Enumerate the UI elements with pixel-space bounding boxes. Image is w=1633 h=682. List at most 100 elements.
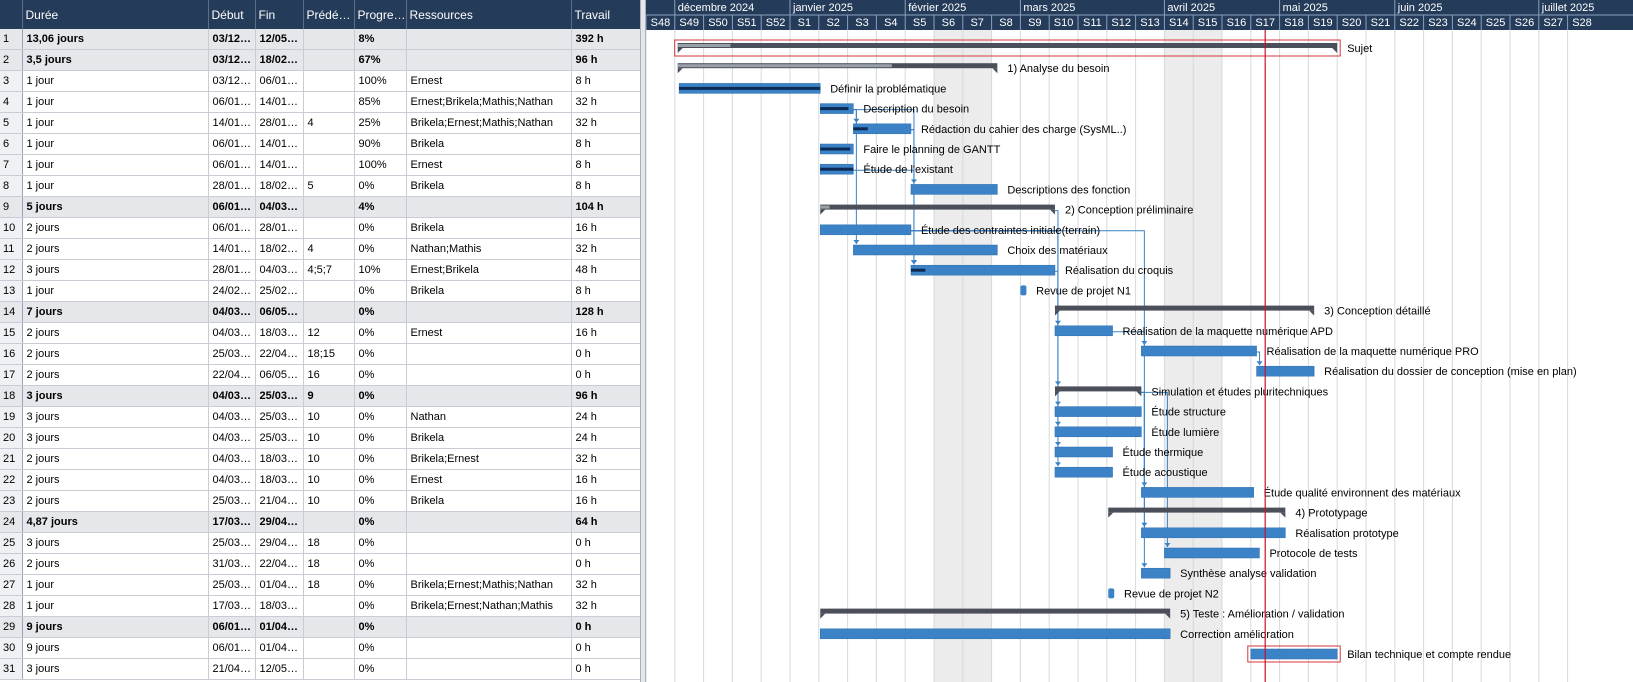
cell-start[interactable]: 06/01… xyxy=(208,154,256,176)
row-number[interactable]: 26 xyxy=(0,553,23,575)
cell-start[interactable]: 03/12… xyxy=(208,70,256,92)
cell-end[interactable]: 12/05… xyxy=(255,658,304,680)
cell-progress[interactable]: 0% xyxy=(354,238,407,260)
cell-end[interactable]: 06/01… xyxy=(255,70,304,92)
cell-work[interactable]: 32 h xyxy=(571,574,640,596)
cell-duration[interactable]: 1 jour xyxy=(22,175,209,197)
cell-progress[interactable]: 0% xyxy=(354,637,407,659)
cell-resources[interactable] xyxy=(406,196,572,218)
cell-work[interactable]: 0 h xyxy=(571,553,640,575)
table-row[interactable]: 28 1 jour 17/03… 18/03… 0% Brikela;Ernest;Nat… xyxy=(0,595,640,617)
row-number[interactable]: 2 xyxy=(0,49,23,71)
cell-start[interactable]: 03/12… xyxy=(208,29,256,50)
cell-predecessors[interactable] xyxy=(303,29,355,50)
cell-duration[interactable]: 3 jours xyxy=(22,427,209,449)
cell-start[interactable]: 25/03… xyxy=(208,490,256,512)
cell-duration[interactable]: 3 jours xyxy=(22,658,209,680)
cell-predecessors[interactable]: 5 xyxy=(303,175,355,197)
row-number[interactable]: 21 xyxy=(0,448,23,470)
table-row[interactable]: 25 3 jours 25/03… 29/04… 18 0% 0 h xyxy=(0,532,640,554)
row-number[interactable]: 14 xyxy=(0,301,23,323)
cell-predecessors[interactable] xyxy=(303,91,355,113)
cell-progress[interactable]: 67% xyxy=(354,49,407,71)
cell-work[interactable]: 16 h xyxy=(571,469,640,491)
cell-progress[interactable]: 4% xyxy=(354,196,407,218)
cell-duration[interactable]: 1 jour xyxy=(22,91,209,113)
cell-work[interactable]: 8 h xyxy=(571,280,640,302)
row-number[interactable]: 3 xyxy=(0,70,23,92)
cell-start[interactable]: 04/03… xyxy=(208,322,256,344)
cell-start[interactable]: 28/01… xyxy=(208,175,256,197)
cell-start[interactable]: 06/01… xyxy=(208,91,256,113)
cell-resources[interactable]: Brikela xyxy=(406,175,572,197)
cell-progress[interactable]: 0% xyxy=(354,406,407,428)
table-row[interactable]: 31 3 jours 21/04… 12/05… 0% 0 h xyxy=(0,658,640,680)
cell-work[interactable]: 8 h xyxy=(571,154,640,176)
cell-work[interactable]: 8 h xyxy=(571,70,640,92)
cell-end[interactable]: 04/03… xyxy=(255,196,304,218)
cell-duration[interactable]: 2 jours xyxy=(22,469,209,491)
cell-work[interactable]: 16 h xyxy=(571,322,640,344)
cell-end[interactable]: 18/03… xyxy=(255,322,304,344)
cell-end[interactable]: 22/04… xyxy=(255,343,304,365)
table-row[interactable]: 19 3 jours 04/03… 25/03… 10 0% Nathan 24 h xyxy=(0,406,640,428)
cell-end[interactable]: 18/02… xyxy=(255,175,304,197)
cell-duration[interactable]: 4,87 jours xyxy=(22,511,209,533)
table-row[interactable]: 20 3 jours 04/03… 25/03… 10 0% Brikela 24 h xyxy=(0,427,640,449)
cell-resources[interactable] xyxy=(406,637,572,659)
row-number[interactable]: 7 xyxy=(0,154,23,176)
cell-start[interactable]: 14/01… xyxy=(208,238,256,260)
cell-predecessors[interactable]: 10 xyxy=(303,469,355,491)
cell-predecessors[interactable] xyxy=(303,70,355,92)
cell-progress[interactable]: 0% xyxy=(354,511,407,533)
cell-predecessors[interactable]: 18;15 xyxy=(303,343,355,365)
cell-progress[interactable]: 0% xyxy=(354,532,407,554)
cell-progress[interactable]: 0% xyxy=(354,343,407,365)
cell-end[interactable]: 29/04… xyxy=(255,511,304,533)
row-number[interactable]: 20 xyxy=(0,427,23,449)
cell-work[interactable]: 64 h xyxy=(571,511,640,533)
row-number[interactable]: 4 xyxy=(0,91,23,113)
cell-work[interactable]: 32 h xyxy=(571,91,640,113)
row-number[interactable]: 30 xyxy=(0,637,23,659)
cell-progress[interactable]: 0% xyxy=(354,322,407,344)
table-row[interactable]: 10 2 jours 06/01… 28/01… 0% Brikela 16 h xyxy=(0,217,640,239)
cell-duration[interactable]: 2 jours xyxy=(22,553,209,575)
cell-resources[interactable]: Nathan;Mathis xyxy=(406,238,572,260)
row-number[interactable]: 15 xyxy=(0,322,23,344)
cell-resources[interactable]: Nathan xyxy=(406,406,572,428)
cell-duration[interactable]: 9 jours xyxy=(22,637,209,659)
cell-predecessors[interactable]: 4 xyxy=(303,238,355,260)
cell-progress[interactable]: 0% xyxy=(354,490,407,512)
row-number[interactable]: 29 xyxy=(0,616,23,638)
row-number[interactable]: 8 xyxy=(0,175,23,197)
cell-progress[interactable]: 0% xyxy=(354,427,407,449)
cell-progress[interactable]: 85% xyxy=(354,91,407,113)
row-number[interactable]: 13 xyxy=(0,280,23,302)
cell-resources[interactable] xyxy=(406,532,572,554)
cell-end[interactable]: 01/04… xyxy=(255,637,304,659)
cell-start[interactable]: 04/03… xyxy=(208,406,256,428)
cell-end[interactable]: 01/04… xyxy=(255,574,304,596)
cell-work[interactable]: 24 h xyxy=(571,427,640,449)
cell-resources[interactable]: Brikela xyxy=(406,280,572,302)
cell-resources[interactable] xyxy=(406,511,572,533)
cell-progress[interactable]: 0% xyxy=(354,574,407,596)
table-row[interactable]: 17 2 jours 22/04… 06/05… 16 0% 0 h xyxy=(0,364,640,386)
cell-work[interactable]: 48 h xyxy=(571,259,640,281)
row-number[interactable]: 16 xyxy=(0,343,23,365)
cell-resources[interactable]: Brikela;Ernest;Mathis;Nathan xyxy=(406,574,572,596)
cell-start[interactable]: 06/01… xyxy=(208,196,256,218)
cell-end[interactable]: 01/04… xyxy=(255,616,304,638)
cell-end[interactable]: 22/04… xyxy=(255,553,304,575)
row-number[interactable]: 25 xyxy=(0,532,23,554)
cell-duration[interactable]: 1 jour xyxy=(22,70,209,92)
cell-work[interactable]: 392 h xyxy=(571,29,640,50)
cell-duration[interactable]: 2 jours xyxy=(22,238,209,260)
cell-end[interactable]: 25/03… xyxy=(255,385,304,407)
gantt-chart[interactable]: décembre 2024 janvier 2025 février 2025 mar… xyxy=(646,0,1633,682)
table-row[interactable]: 29 9 jours 06/01… 01/04… 0% 0 h xyxy=(0,616,640,638)
